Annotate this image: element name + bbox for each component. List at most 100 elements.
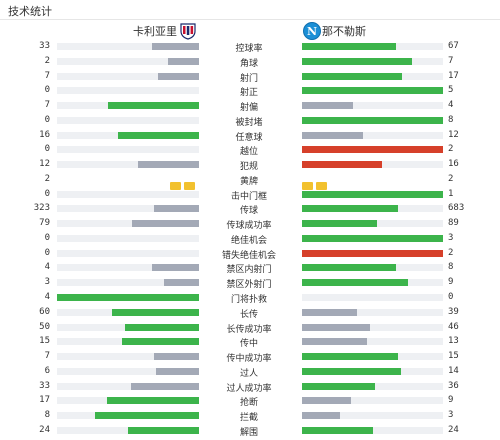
home-bar-track [57, 367, 199, 375]
home-bar-track [57, 353, 199, 361]
away-team-name[interactable]: 那不勒斯 [322, 25, 366, 38]
home-value: 0 [44, 247, 50, 258]
stat-label: 控球率 [235, 44, 263, 54]
home-value: 24 [39, 424, 50, 435]
away-bar [302, 190, 443, 198]
home-bar-track [57, 308, 199, 316]
home-bar [118, 131, 199, 139]
home-bar [153, 205, 199, 213]
stat-row: 8 拦截 3 [0, 409, 500, 424]
home-bar-track [57, 234, 199, 242]
away-value: 0 [448, 292, 454, 303]
stat-label: 被封堵 [235, 117, 263, 128]
home-value: 4 [44, 292, 50, 303]
away-value: 16 [448, 159, 459, 170]
away-bar-track [302, 294, 443, 302]
away-value: 1 [448, 188, 454, 199]
home-value: 33 [39, 380, 50, 391]
home-bar-track [57, 426, 199, 434]
home-value: 0 [44, 85, 50, 96]
stat-label: 越位 [239, 147, 258, 158]
stat-row: 7 射偏 4 [0, 99, 500, 114]
home-team-name[interactable]: 卡利亚里 [133, 25, 177, 38]
home-bar [153, 353, 199, 361]
away-bar [302, 426, 373, 434]
away-value: 8 [448, 262, 454, 273]
home-value: 60 [39, 306, 50, 317]
yellow-card-icon [316, 181, 327, 190]
away-bar-track [302, 323, 443, 331]
stat-row: 24 解围 24 [0, 424, 500, 439]
stat-row: 4 禁区内射门 8 [0, 261, 500, 276]
home-value: 79 [39, 218, 50, 229]
header-bar: 技术统计 [0, 0, 500, 20]
away-bar-track [302, 57, 443, 65]
home-value: 4 [44, 262, 50, 273]
stat-row: 3 禁区外射门 9 [0, 276, 500, 291]
stat-row: 0 击中门框 1 [0, 188, 500, 203]
home-value: 17 [39, 395, 50, 406]
away-bar-track [302, 279, 443, 287]
stat-label: 传中 [239, 339, 258, 350]
home-team-logo-icon[interactable] [179, 22, 197, 40]
stat-row: 0 绝佳机会 3 [0, 232, 500, 247]
home-bar-track [57, 205, 199, 213]
home-bar [128, 426, 199, 434]
away-bar [302, 234, 443, 242]
away-value: 67 [448, 41, 459, 51]
away-value: 3 [448, 410, 454, 421]
away-value: 39 [448, 306, 459, 317]
home-bar-track [57, 323, 199, 331]
home-value: 50 [39, 321, 50, 332]
away-value: 15 [448, 351, 459, 362]
stat-row: 6 过人 14 [0, 365, 500, 380]
away-bar-track [302, 412, 443, 420]
away-bar-track [302, 205, 443, 213]
home-bar-track [57, 102, 199, 110]
stat-label: 击中门框 [230, 191, 267, 202]
stat-row: 0 错失绝佳机会 2 [0, 247, 500, 262]
away-value: 7 [448, 55, 454, 66]
stat-label: 拦截 [239, 413, 258, 424]
teams-header: 卡利亚里 N 那不勒斯 [0, 22, 500, 40]
away-bar-track [302, 264, 443, 272]
stat-row: 2 角球 7 [0, 55, 500, 70]
away-value: 46 [448, 321, 459, 332]
stat-label: 传中成功率 [226, 354, 272, 365]
away-bar-track [302, 131, 443, 139]
away-value: 8 [448, 114, 454, 125]
home-bar [57, 294, 199, 302]
away-bar [302, 353, 398, 361]
home-bar [95, 412, 199, 420]
home-bar [156, 367, 199, 375]
home-value: 323 [33, 203, 50, 214]
stat-row: 7 传中成功率 15 [0, 350, 500, 365]
away-bar [302, 308, 357, 316]
away-value: 683 [448, 203, 465, 214]
home-bar [152, 264, 199, 272]
home-value: 12 [39, 159, 50, 170]
home-bar [137, 161, 199, 169]
stat-label: 黄牌 [239, 176, 258, 187]
home-bar [167, 57, 199, 65]
page-title: 技术统计 [8, 5, 52, 18]
away-bar-track [302, 161, 443, 169]
away-team-logo-icon[interactable]: N [303, 22, 321, 40]
away-bar [302, 397, 352, 405]
stat-row: 0 被封堵 8 [0, 114, 500, 129]
away-bar-track [302, 353, 443, 361]
away-bar-track [302, 426, 443, 434]
away-value: 2 [448, 173, 454, 184]
away-bar-track [302, 43, 443, 50]
away-bar [302, 131, 363, 139]
stat-label: 长传 [239, 309, 258, 320]
home-value: 7 [44, 351, 50, 362]
stats-table: 33 控球率 67 2 角球 7 7 射门 17 0 射正 5 7 射偏 4 0 被封堵 8 16 任意球 12 0 越位 2… [0, 40, 500, 439]
home-value: 0 [44, 144, 50, 155]
away-bar [302, 338, 367, 346]
stat-label: 过人成功率 [226, 383, 272, 394]
away-bar [302, 43, 397, 50]
stat-label: 长传成功率 [226, 324, 272, 335]
away-bar [302, 323, 370, 331]
away-value: 36 [448, 380, 459, 391]
